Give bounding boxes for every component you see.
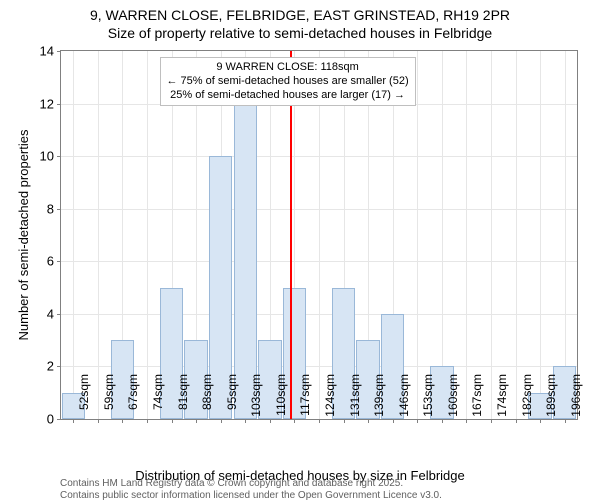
chart-title-line2: Size of property relative to semi-detach… (0, 24, 600, 42)
xtick-mark (565, 419, 566, 423)
xtick-mark (196, 419, 197, 423)
gridline-v (98, 51, 99, 419)
xtick-label: 174sqm (495, 374, 509, 424)
chart-title-line1: 9, WARREN CLOSE, FELBRIDGE, EAST GRINSTE… (0, 6, 600, 24)
xtick-mark (122, 419, 123, 423)
ytick-mark (57, 51, 61, 52)
gridline-v (73, 51, 74, 419)
xtick-mark (270, 419, 271, 423)
xtick-label: 131sqm (348, 374, 362, 424)
xtick-label: 52sqm (77, 374, 91, 424)
ytick-mark (57, 104, 61, 105)
xtick-label: 110sqm (274, 374, 288, 424)
xtick-mark (245, 419, 246, 423)
annotation-line3: 25% of semi-detached houses are larger (… (167, 89, 409, 103)
gridline-v (466, 51, 467, 419)
ytick-mark (57, 261, 61, 262)
xtick-label: 74sqm (151, 374, 165, 424)
xtick-label: 117sqm (298, 374, 312, 424)
ytick-label: 8 (14, 201, 54, 216)
ytick-label: 0 (14, 412, 54, 427)
xtick-mark (516, 419, 517, 423)
xtick-mark (221, 419, 222, 423)
xtick-label: 160sqm (446, 374, 460, 424)
xtick-label: 167sqm (470, 374, 484, 424)
xtick-mark (344, 419, 345, 423)
xtick-label: 189sqm (544, 374, 558, 424)
gridline-v (516, 51, 517, 419)
xtick-mark (368, 419, 369, 423)
annotation-line2: ← 75% of semi-detached houses are smalle… (167, 75, 409, 89)
marker-annotation: 9 WARREN CLOSE: 118sqm← 75% of semi-deta… (160, 57, 416, 106)
xtick-label: 103sqm (249, 374, 263, 424)
xtick-mark (417, 419, 418, 423)
gridline-v (442, 51, 443, 419)
ytick-label: 6 (14, 254, 54, 269)
ytick-mark (57, 419, 61, 420)
xtick-mark (319, 419, 320, 423)
footer-line1: Contains HM Land Registry data © Crown c… (60, 478, 442, 490)
gridline-v (540, 51, 541, 419)
xtick-label: 146sqm (397, 374, 411, 424)
xtick-mark (540, 419, 541, 423)
xtick-label: 88sqm (200, 374, 214, 424)
xtick-label: 124sqm (323, 374, 337, 424)
ytick-label: 2 (14, 359, 54, 374)
ytick-mark (57, 209, 61, 210)
ytick-label: 10 (14, 149, 54, 164)
ytick-label: 4 (14, 306, 54, 321)
gridline-v (565, 51, 566, 419)
xtick-label: 67sqm (126, 374, 140, 424)
chart-footer: Contains HM Land Registry data © Crown c… (60, 478, 442, 501)
xtick-mark (73, 419, 74, 423)
xtick-mark (442, 419, 443, 423)
xtick-mark (147, 419, 148, 423)
xtick-mark (294, 419, 295, 423)
xtick-label: 81sqm (176, 374, 190, 424)
xtick-mark (98, 419, 99, 423)
xtick-mark (172, 419, 173, 423)
xtick-mark (491, 419, 492, 423)
histogram-bar (234, 104, 257, 419)
xtick-label: 153sqm (421, 374, 435, 424)
annotation-line1: 9 WARREN CLOSE: 118sqm (167, 61, 409, 75)
xtick-label: 139sqm (372, 374, 386, 424)
ytick-mark (57, 314, 61, 315)
xtick-mark (393, 419, 394, 423)
xtick-mark (466, 419, 467, 423)
xtick-label: 196sqm (569, 374, 583, 424)
gridline-v (147, 51, 148, 419)
ytick-mark (57, 366, 61, 367)
ytick-mark (57, 156, 61, 157)
xtick-label: 95sqm (225, 374, 239, 424)
gridline-v (417, 51, 418, 419)
gridline-v (491, 51, 492, 419)
plot-area: 9 WARREN CLOSE: 118sqm← 75% of semi-deta… (60, 50, 578, 420)
ytick-label: 14 (14, 44, 54, 59)
ytick-label: 12 (14, 96, 54, 111)
xtick-label: 182sqm (520, 374, 534, 424)
property-size-chart: 9, WARREN CLOSE, FELBRIDGE, EAST GRINSTE… (0, 0, 600, 500)
footer-line2: Contains public sector information licen… (60, 490, 442, 501)
xtick-label: 59sqm (102, 374, 116, 424)
